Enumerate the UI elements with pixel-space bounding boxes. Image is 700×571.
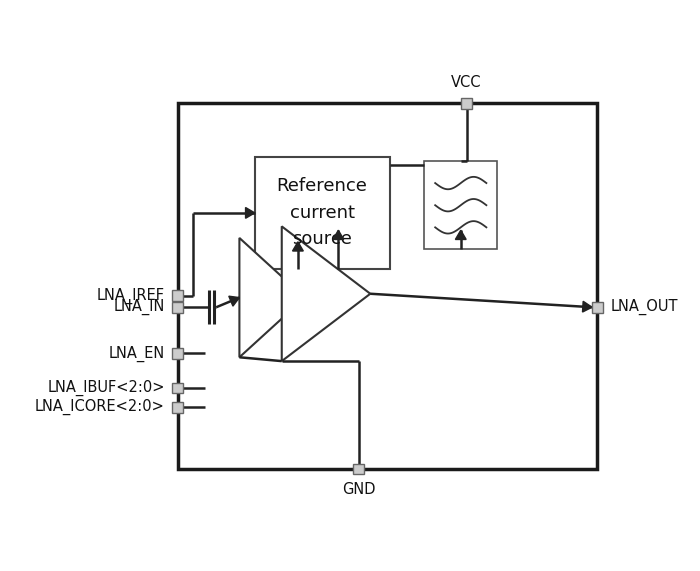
Polygon shape — [246, 207, 255, 218]
Bar — [354, 464, 364, 475]
Text: LNA_EN: LNA_EN — [108, 345, 164, 361]
Text: LNA_OUT: LNA_OUT — [610, 299, 678, 315]
Polygon shape — [293, 242, 303, 251]
Polygon shape — [281, 226, 370, 361]
Text: LNA_ICORE<2:0>: LNA_ICORE<2:0> — [35, 399, 164, 416]
Polygon shape — [229, 296, 239, 306]
Polygon shape — [456, 230, 466, 239]
Polygon shape — [333, 230, 344, 239]
Bar — [255, 157, 389, 269]
Polygon shape — [239, 238, 305, 357]
Text: VCC: VCC — [452, 75, 482, 90]
Bar — [172, 302, 183, 312]
Bar — [461, 98, 472, 108]
Bar — [172, 383, 183, 393]
Polygon shape — [582, 301, 592, 312]
Bar — [592, 302, 603, 312]
Text: GND: GND — [342, 482, 375, 497]
Bar — [172, 348, 183, 359]
Bar — [172, 290, 183, 301]
Bar — [178, 103, 598, 469]
Text: LNA_IREF: LNA_IREF — [97, 288, 164, 304]
Text: LNA_IBUF<2:0>: LNA_IBUF<2:0> — [47, 380, 164, 396]
Text: LNA_IN: LNA_IN — [113, 299, 164, 315]
Bar — [172, 402, 183, 413]
Bar — [424, 161, 497, 250]
Text: Reference
current
source: Reference current source — [276, 178, 368, 248]
